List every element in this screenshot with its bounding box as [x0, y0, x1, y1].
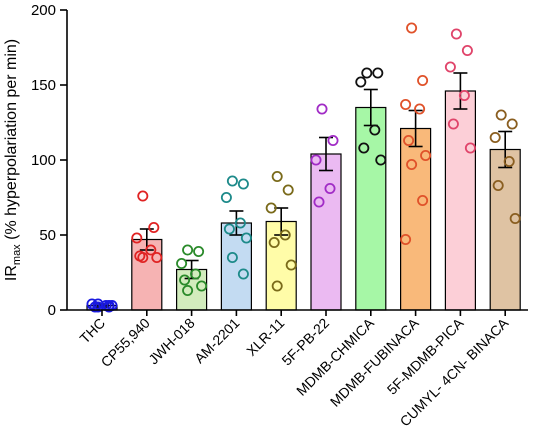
data-point-5f-pb-22	[327, 134, 339, 146]
x-tick-label-jwh-018: JWH-018	[145, 315, 198, 368]
data-point-5f-mdmb-pica	[464, 142, 476, 154]
data-point-xlr-11	[268, 236, 280, 248]
data-point-jwh-018	[196, 280, 208, 292]
data-point-cp55-940	[131, 232, 143, 244]
data-point-am-2201	[220, 191, 232, 203]
data-point-cp55-940	[145, 244, 157, 256]
y-ticks-layer: 0 50 100 150 200	[31, 2, 67, 319]
data-point-5f-mdmb-pica	[458, 90, 470, 102]
data-point-jwh-018	[176, 257, 188, 269]
data-point-cumyl-4cn-binaca	[495, 109, 507, 121]
data-point-am-2201	[237, 178, 249, 190]
y-tick-label-0: 0	[48, 302, 56, 319]
data-point-mdmb-chmica	[361, 67, 373, 79]
data-point-xlr-11	[279, 229, 291, 241]
data-point-thc	[86, 298, 98, 310]
data-point-5f-mdmb-pica	[461, 45, 473, 57]
data-point-mdmb-fubinaca	[420, 149, 432, 161]
x-tick-label-5f-mdmb-pica: 5F-MDMB-PICA	[384, 314, 467, 397]
data-point-cp55-940	[148, 221, 160, 233]
bar-cumyl-4cn-binaca	[489, 148, 521, 311]
bars-layer	[86, 90, 521, 311]
bar-5f-pb-22	[310, 153, 342, 311]
data-point-xlr-11	[265, 202, 277, 214]
data-point-xlr-11	[282, 184, 294, 196]
data-point-mdmb-chmica	[358, 142, 370, 154]
bar-am-2201	[220, 222, 252, 311]
data-point-mdmb-fubinaca	[414, 103, 426, 115]
data-point-am-2201	[223, 223, 235, 235]
data-point-jwh-018	[190, 268, 202, 280]
data-point-cumyl-4cn-binaca	[503, 155, 515, 167]
y-axis-title-main: IR	[3, 265, 20, 281]
data-point-cumyl-4cn-binaca	[489, 131, 501, 143]
data-point-5f-mdmb-pica	[450, 28, 462, 40]
x-tick-label-mdmb-chmica: MDMB-CHMICA	[293, 314, 377, 398]
data-point-am-2201	[226, 175, 238, 187]
data-point-jwh-018	[182, 284, 194, 296]
data-point-xlr-11	[271, 170, 283, 182]
data-point-cp55-940	[151, 251, 163, 263]
data-point-mdmb-chmica	[369, 124, 381, 136]
points-layer	[86, 22, 521, 313]
bar-5f-mdmb-pica	[444, 90, 476, 311]
data-point-cp55-940	[137, 251, 149, 263]
data-point-am-2201	[226, 251, 238, 263]
data-point-mdmb-fubinaca	[403, 134, 415, 146]
data-point-xlr-11	[271, 280, 283, 292]
error-bar-5f-pb-22	[319, 136, 333, 172]
data-point-mdmb-fubinaca	[400, 99, 412, 111]
x-tick-label-am-2201: AM-2201	[191, 315, 243, 367]
y-axis-title-subscript: max	[11, 244, 23, 265]
y-axis-title-rest: (% hyperpolariation per min)	[3, 39, 20, 244]
y-tick-label-100: 100	[31, 152, 56, 169]
data-point-am-2201	[234, 217, 246, 229]
y-tick-label-50: 50	[39, 227, 56, 244]
data-point-jwh-018	[182, 244, 194, 256]
data-point-mdmb-chmica	[355, 76, 367, 88]
data-point-mdmb-fubinaca	[400, 233, 412, 245]
data-point-5f-pb-22	[324, 182, 336, 194]
data-point-xlr-11	[285, 259, 297, 271]
data-point-mdmb-fubinaca	[406, 22, 418, 34]
data-point-am-2201	[237, 268, 249, 280]
data-point-thc	[103, 301, 115, 313]
y-tick-label-200: 200	[31, 2, 56, 19]
data-point-5f-mdmb-pica	[444, 61, 456, 73]
x-tick-label-xlr-11: XLR-11	[243, 315, 287, 359]
data-point-thc	[89, 301, 101, 313]
data-point-mdmb-chmica	[375, 154, 387, 166]
y-axis-title: IRmax (% hyperpolariation per min)	[3, 39, 23, 281]
x-tick-label-thc: THC	[76, 315, 108, 347]
data-point-cumyl-4cn-binaca	[506, 118, 518, 130]
data-point-mdmb-fubinaca	[417, 194, 429, 206]
data-point-mdmb-fubinaca	[417, 75, 429, 87]
data-point-5f-pb-22	[313, 196, 325, 208]
data-point-am-2201	[240, 232, 252, 244]
data-point-jwh-018	[179, 274, 191, 286]
data-point-cumyl-4cn-binaca	[492, 179, 504, 191]
data-point-thc	[92, 298, 104, 310]
x-tick-label-cp55-940: CP55,940	[98, 315, 153, 370]
bar-mdmb-fubinaca	[400, 127, 432, 311]
data-point-5f-mdmb-pica	[447, 118, 459, 130]
error-bars-layer	[95, 72, 513, 308]
data-point-jwh-018	[193, 245, 205, 257]
bar-mdmb-chmica	[355, 106, 387, 311]
data-point-cumyl-4cn-binaca	[509, 212, 521, 224]
data-point-mdmb-fubinaca	[406, 158, 418, 170]
data-point-5f-pb-22	[316, 103, 328, 115]
data-point-mdmb-chmica	[372, 67, 384, 79]
data-point-cp55-940	[137, 190, 149, 202]
data-point-5f-pb-22	[310, 154, 322, 166]
error-bar-5f-mdmb-pica	[453, 72, 468, 110]
svg-text:IRmax (% hyperpolariation per: IRmax (% hyperpolariation per min)	[3, 39, 23, 281]
y-tick-label-150: 150	[31, 77, 56, 94]
